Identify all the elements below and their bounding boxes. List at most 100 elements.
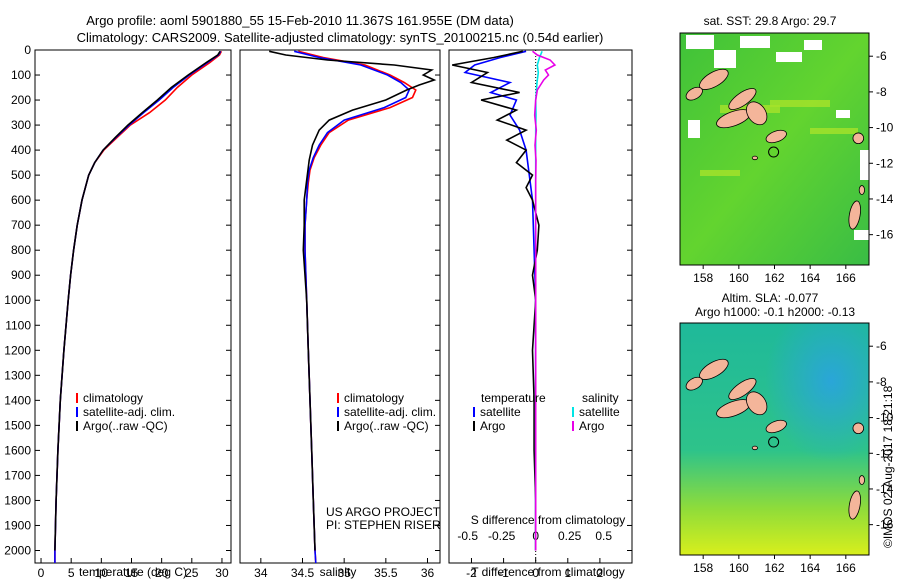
x-tick-label: 20: [155, 566, 169, 580]
series-line-argo-raw-qc-: [269, 50, 437, 551]
difference-axes-frame: [448, 49, 633, 564]
cloud-gap-patch: [688, 120, 700, 138]
project-annotation: US ARGO PROJECT: [326, 505, 441, 519]
sla-map: Altim. SLA: -0.077 Argo h1000: -0.1 h200…: [679, 291, 894, 575]
series-line-argo-raw-qc-: [54, 50, 221, 551]
map-lat-label: -8: [876, 375, 887, 389]
depth-tick-label: 300: [11, 118, 31, 132]
map-lat-label: -10: [876, 121, 894, 135]
island: [852, 132, 865, 145]
legend-label: satellite-adj. clim.: [344, 405, 436, 419]
top-x-tick-label: -0.25: [488, 529, 516, 543]
difference-legend: temperature salinitysatelliteArgosatellit…: [473, 391, 620, 433]
island: [728, 378, 757, 400]
legend-label: satellite-adj. clim.: [83, 405, 175, 419]
island: [852, 422, 865, 435]
island: [765, 129, 787, 144]
map-lon-label: 164: [800, 561, 820, 575]
series-line-climatology: [298, 50, 417, 563]
legend-label: Argo: [480, 419, 506, 433]
island: [685, 86, 703, 101]
temperature-panel: 0100200300400500600700800900100011001200…: [4, 43, 632, 580]
depth-tick-label: 500: [11, 168, 31, 182]
top-x-tick-label: 0.25: [558, 529, 582, 543]
footer-timestamp: ©IMOS 02-Aug-2017 18:21:18: [881, 385, 895, 548]
depth-tick-label: 700: [11, 218, 31, 232]
sst-map: sat. SST: 29.8 Argo: 29.7 158 160 162 164 16…: [679, 14, 894, 285]
legend-label: climatology: [83, 391, 143, 405]
series-line-salinity-argo: [532, 50, 557, 551]
series-line-temperature-argo: [452, 50, 540, 551]
sla-low-region: [680, 323, 869, 555]
map-lon-label: 160: [729, 271, 749, 285]
cloud-gap-patch: [836, 110, 850, 118]
x-tick-label: 36: [421, 566, 435, 580]
map-lat-label: -16: [876, 228, 894, 242]
map-lon-label: 166: [836, 271, 856, 285]
salinity-xlabel: salinity: [320, 565, 357, 579]
cloud-gap-patch: [714, 50, 736, 68]
x-tick-label: 5: [68, 566, 75, 580]
map-lat-label: -6: [876, 49, 887, 63]
x-tick-label: 34.5: [291, 566, 315, 580]
temperature-xlabel: temperature (deg C): [79, 565, 187, 579]
island: [728, 88, 757, 110]
legend-label: Argo(..raw -QC): [344, 419, 429, 433]
x-tick-label: 0: [532, 566, 539, 580]
x-tick-label: 34: [254, 566, 268, 580]
cloud-gap-patch: [860, 150, 869, 180]
cloud-gap-patch: [686, 35, 714, 49]
s-difference-xlabel: S difference from climatology: [471, 513, 626, 527]
island: [751, 445, 758, 451]
legend-heading-salinity: salinity: [582, 391, 619, 405]
map-lat-label: -12: [876, 446, 894, 460]
series-line-temperature-satellite: [463, 50, 537, 551]
series-line-satellite-adj-clim-: [54, 50, 222, 563]
legend-label: climatology: [344, 391, 404, 405]
series-line-satellite-adj-clim-: [294, 50, 411, 563]
depth-tick-label: 1400: [4, 393, 31, 407]
x-tick-label: 10: [95, 566, 109, 580]
depth-tick-label: 200: [11, 93, 31, 107]
x-tick-label: 25: [185, 566, 199, 580]
depth-tick-label: 100: [11, 68, 31, 82]
map-lat-label: -14: [876, 192, 894, 206]
salinity-axes-frame: [239, 49, 441, 564]
top-x-tick-label: -0.5: [457, 529, 478, 543]
title-line-1: Argo profile: aoml 5901880_55 15-Feb-201…: [86, 13, 514, 28]
argo-position-marker: [768, 436, 780, 448]
depth-tick-label: 1700: [4, 468, 31, 482]
island: [746, 391, 768, 416]
warm-streak: [770, 100, 830, 107]
x-tick-label: 15: [125, 566, 139, 580]
cloud-gap-patch: [854, 230, 869, 240]
depth-tick-label: 1900: [4, 518, 31, 532]
temperature-axes-frame: [34, 49, 232, 564]
island: [685, 376, 703, 391]
x-tick-label: -1: [498, 566, 509, 580]
t-difference-xlabel: T difference from climatology: [471, 565, 625, 579]
x-tick-label: 1: [564, 566, 571, 580]
title-line-2: Climatology: CARS2009. Satellite-adjuste…: [77, 30, 604, 45]
x-tick-label: 2: [597, 566, 604, 580]
depth-tick-label: 1200: [4, 343, 31, 357]
map-lon-label: 162: [764, 271, 784, 285]
island: [858, 185, 865, 195]
x-tick-label: 30: [215, 566, 229, 580]
depth-tick-label: 400: [11, 143, 31, 157]
island: [848, 200, 861, 230]
island: [848, 490, 861, 520]
map-lat-label: -10: [876, 411, 894, 425]
salinity-panel: 34 34.5 35 35.5 36 salinity climatologysatel…: [239, 49, 441, 580]
warm-streak: [700, 170, 740, 176]
legend-label: Argo: [579, 419, 605, 433]
island: [765, 419, 787, 434]
legend-label: satellite: [480, 405, 521, 419]
legend-label: Argo(..raw -QC): [83, 419, 168, 433]
island: [746, 101, 768, 126]
cloud-gap-patch: [740, 36, 770, 48]
map-lon-label: 158: [693, 271, 713, 285]
island: [858, 475, 865, 485]
